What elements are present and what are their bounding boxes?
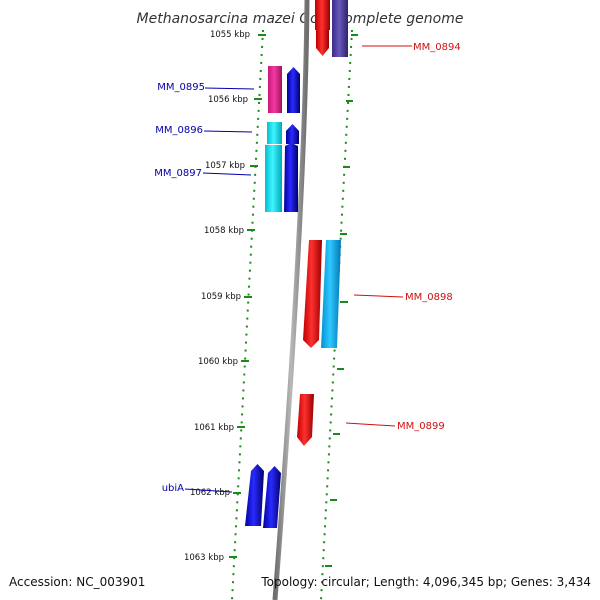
tick-label: 1058 kbp <box>204 226 244 236</box>
tick-label: 1060 kbp <box>198 357 238 367</box>
gene-label-mm0895[interactable]: MM_0895 <box>157 82 205 93</box>
gene-label-mm0894[interactable]: MM_0894 <box>413 42 461 53</box>
gene-labels: MM_0894 MM_0895 MM_0896 MM_0897 MM_0898 … <box>154 42 460 494</box>
cog-feature-mm0898[interactable] <box>321 240 341 348</box>
leader-lines <box>184 45 412 493</box>
tick-label: 1059 kbp <box>201 292 241 302</box>
cds-feature-mm0897[interactable] <box>284 143 298 212</box>
map-title: Methanosarcina mazei Go1, complete genom… <box>137 11 464 27</box>
cds-feature-mm0894[interactable] <box>316 28 329 56</box>
outer-tick-marks <box>325 34 358 567</box>
cds-feature-mm0896[interactable] <box>286 124 299 144</box>
leader-line-mm0899 <box>345 422 396 427</box>
leader-line-mm0895 <box>204 87 255 90</box>
cds-feature-ubia[interactable] <box>245 464 264 526</box>
accession-text: Accession: NC_003901 <box>9 575 145 589</box>
gene-label-ubia[interactable]: ubiA <box>162 483 184 494</box>
genome-backbone <box>272 0 310 600</box>
gene-label-mm0896[interactable]: MM_0896 <box>155 125 203 136</box>
cog-feature-mm0895[interactable] <box>268 66 282 113</box>
genome-stats-text: Topology: circular; Length: 4,096,345 bp… <box>260 575 591 589</box>
tick-label: 1063 kbp <box>184 553 224 563</box>
gene-label-mm0899[interactable]: MM_0899 <box>397 421 445 432</box>
tick-label: 1057 kbp <box>205 161 245 171</box>
gene-label-mm0898[interactable]: MM_0898 <box>405 292 453 303</box>
cog-feature-mm0894[interactable] <box>332 0 348 57</box>
leader-line-mm0898 <box>353 294 404 298</box>
cog-feature-mm0896[interactable] <box>267 122 282 144</box>
tick-label: 1055 kbp <box>210 30 250 40</box>
tick-label: 1061 kbp <box>194 423 234 433</box>
leader-line-ubia <box>184 488 233 493</box>
tick-label: 1062 kbp <box>190 488 230 498</box>
cds-feature-mm0899[interactable] <box>297 394 314 446</box>
cds-feature-mm0895[interactable] <box>287 67 300 113</box>
gene-label-mm0897[interactable]: MM_0897 <box>154 168 202 179</box>
cds-feature-ubia-cog[interactable] <box>263 466 281 528</box>
tick-labels: 1055 kbp 1056 kbp 1057 kbp 1058 kbp 1059… <box>184 30 250 563</box>
inner-tick-marks <box>229 34 266 558</box>
cog-feature-mm0897[interactable] <box>265 145 282 212</box>
tick-label: 1056 kbp <box>208 95 248 105</box>
leader-line-mm0897 <box>202 172 252 176</box>
leader-line-mm0896 <box>203 130 253 133</box>
cds-feature-mm0894-top[interactable] <box>315 0 330 30</box>
cds-feature-mm0898[interactable] <box>303 240 322 348</box>
